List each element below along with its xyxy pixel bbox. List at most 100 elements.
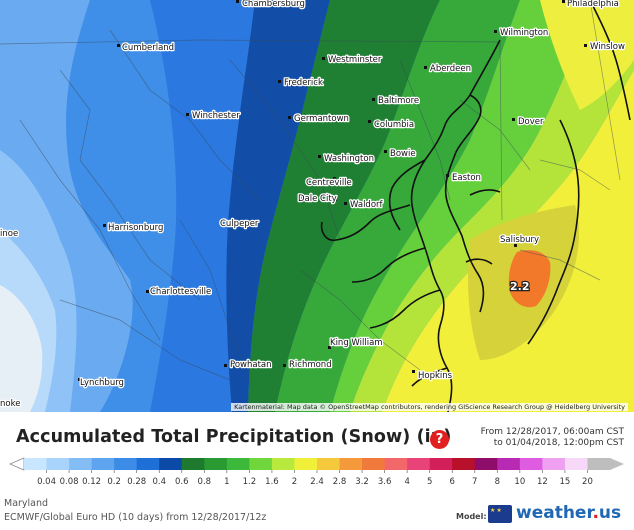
color-scale-swatch: [46, 458, 70, 470]
coastline: [320, 0, 631, 412]
color-scale-swatch: [114, 458, 138, 470]
city-label-aberdeen: Aberdeen: [430, 64, 471, 74]
color-scale-swatch: [136, 458, 160, 470]
color-scale-swatch: [564, 458, 588, 470]
color-scale-tick-label: 10: [514, 477, 525, 487]
color-scale-tick-label: 4: [404, 477, 409, 487]
map-boundaries: [0, 0, 621, 381]
ecmwf-flag-icon: [488, 505, 512, 523]
city-label-columbia: Columbia: [374, 120, 414, 130]
color-scale-tick-label: 3.2: [355, 477, 369, 487]
brand-tld: us: [598, 503, 622, 523]
color-scale-tick-label: 2.4: [310, 477, 324, 487]
color-scale-swatch: [159, 458, 183, 470]
city-label-chambersburg: Chambersburg: [242, 0, 305, 9]
legend-title: Accumulated Total Precipitation (Snow) (…: [16, 427, 452, 447]
city-label-partial-southwest: noke: [0, 399, 20, 409]
city-label-richmond: Richmond: [289, 360, 332, 370]
city-label-wilmington: Wilmington: [500, 28, 548, 38]
date-from: From 12/28/2017, 06:00am CST: [480, 427, 624, 437]
city-label-baltimore: Baltimore: [378, 96, 419, 106]
city-label-cumberland: Cumberland: [122, 43, 174, 53]
map-zone-light-green: [330, 0, 590, 412]
color-scale-tick-label: 20: [582, 477, 593, 487]
city-label-waldorf: Waldorf: [350, 200, 384, 210]
color-scale-tick-label: 15: [560, 477, 571, 487]
color-scale-legend: 0.04 0.08 0.12 0.2 0.28 0.4 0.6 0.8 1 1.2 1.6 2 2.4 2…: [0, 456, 634, 492]
city-label-partial-west: inoe: [0, 229, 18, 239]
weather-us-logo[interactable]: weather.us: [516, 503, 621, 523]
color-scale-swatch: [69, 458, 93, 470]
color-scale-tick-label: 0.8: [198, 477, 212, 487]
city-label-washington: Washington: [324, 154, 374, 164]
color-scale-swatch: [542, 458, 566, 470]
color-scale-tick-label: 0.04: [37, 477, 56, 487]
map-zone-yellow-north: [540, 0, 634, 110]
city-label-powhatan: Powhatan: [230, 360, 272, 370]
city-label-dale-city: Dale City: [298, 194, 337, 204]
city-label-culpeper: Culpeper: [220, 219, 259, 229]
city-label-winslow: Winslow: [590, 42, 625, 52]
color-scale-tick-label: 0.2: [107, 477, 121, 487]
color-scale-tick-label: 8: [495, 477, 500, 487]
city-label-centreville: Centreville: [306, 178, 352, 188]
color-scale-tick-label: 3.6: [378, 477, 392, 487]
color-scale-tick-label: 12: [537, 477, 548, 487]
color-scale-swatch: [339, 458, 363, 470]
precipitation-map[interactable]: Chambersburg Philadelphia Cumberland Wes…: [0, 0, 634, 412]
color-scale-swatch: [362, 458, 386, 470]
map-attribution: Kartenmaterial: Map data © OpenStreetMap…: [231, 403, 628, 411]
map-zone-orange-max: [508, 250, 551, 308]
city-label-salisbury: Salisbury: [500, 235, 539, 245]
city-label-frederick: Frederick: [284, 78, 323, 88]
city-label-westminster: Westminster: [328, 55, 382, 65]
map-zone-dark-green: [248, 0, 440, 412]
color-scale-swatch: [181, 458, 205, 470]
city-label-bowie: Bowie: [390, 149, 416, 159]
region-name: Maryland: [4, 498, 49, 509]
city-label-winchester: Winchester: [192, 111, 240, 121]
color-scale-tick-label: 1.2: [243, 477, 257, 487]
city-label-hopkins: Hopkins: [418, 371, 453, 381]
date-range: From 12/28/2017, 06:00am CST to 01/04/20…: [462, 427, 624, 449]
model-label: Model:: [456, 512, 487, 521]
map-zone-near-white: [0, 285, 43, 412]
model-run-info: ECMWF/Global Euro HD (10 days) from 12/2…: [4, 512, 267, 523]
color-scale-tick-label: 2: [292, 477, 297, 487]
color-scale-swatch: [497, 458, 521, 470]
max-value-label: 2.2: [510, 280, 530, 293]
color-scale-tick-label: 0.4: [152, 477, 166, 487]
city-label-germantown: Germantown: [294, 114, 349, 124]
city-label-lynchburg: Lynchburg: [80, 378, 124, 388]
city-label-king-william: King William: [330, 338, 383, 348]
map-zone-green: [275, 0, 520, 412]
color-scale-swatch: [294, 458, 318, 470]
color-scale-swatch: [249, 458, 273, 470]
color-scale-tick-label: 1.6: [265, 477, 279, 487]
color-scale-tick-label: 7: [472, 477, 477, 487]
color-scale-swatch: [452, 458, 476, 470]
color-scale-tick-label: 0.08: [60, 477, 79, 487]
scale-arrow-right: [610, 458, 624, 470]
color-scale-tick-label: 0.28: [127, 477, 146, 487]
brand-dot: .: [592, 503, 599, 523]
color-scale-swatch: [91, 458, 115, 470]
city-label-dover: Dover: [518, 117, 544, 127]
color-scale-tick-label: 0.6: [175, 477, 189, 487]
color-scale-tick-label: 2.8: [333, 477, 347, 487]
color-scale-swatch: [204, 458, 228, 470]
color-scale-tick-label: 1: [224, 477, 229, 487]
map-zone-navy: [226, 0, 330, 412]
color-scale-swatch: [587, 458, 611, 470]
color-scale-swatch: [226, 458, 250, 470]
city-label-philadelphia: Philadelphia: [567, 0, 619, 9]
color-scale-tick-label: 0.12: [82, 477, 101, 487]
color-scale-swatch: [429, 458, 453, 470]
color-scale-swatch: [24, 458, 48, 470]
city-label-harrisonburg: Harrisonburg: [108, 223, 163, 233]
color-scale-swatch: [519, 458, 543, 470]
brand-name: weather: [516, 503, 593, 523]
question-mark-icon[interactable]: ?: [430, 430, 449, 449]
color-scale-swatch: [384, 458, 408, 470]
color-scale-tick-label: 5: [427, 477, 432, 487]
